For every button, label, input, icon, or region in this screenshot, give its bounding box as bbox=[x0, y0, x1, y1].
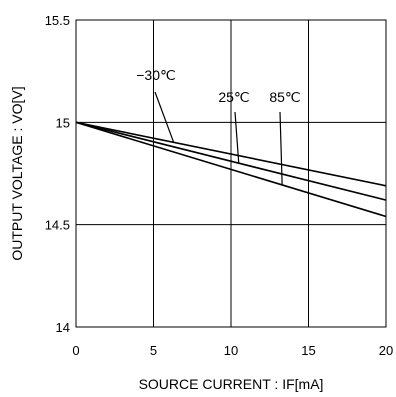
x-tick-label: 5 bbox=[150, 343, 157, 358]
series-lines bbox=[75, 121, 387, 218]
series-leader-line bbox=[154, 91, 175, 143]
series-line bbox=[75, 121, 387, 187]
label-leaders bbox=[154, 91, 283, 185]
x-tick-label: 0 bbox=[72, 343, 79, 358]
y-tick-label: 15 bbox=[56, 115, 70, 130]
series-label: 85℃ bbox=[269, 89, 300, 105]
series-leader-line bbox=[234, 111, 240, 164]
series-line bbox=[75, 121, 387, 201]
y-axis-label: OUTPUT VOLTAGE : VO[V] bbox=[9, 86, 25, 260]
series-leader-line bbox=[279, 111, 283, 185]
x-tick-label: 20 bbox=[379, 343, 393, 358]
x-axis-label: SOURCE CURRENT : IF[mA] bbox=[139, 376, 324, 392]
x-tick-label: 10 bbox=[224, 343, 238, 358]
series-line bbox=[75, 121, 387, 218]
series-labels: −30℃ 25℃ 85℃ bbox=[136, 67, 300, 105]
plot-frame bbox=[75, 19, 387, 328]
x-tick-label: 15 bbox=[301, 343, 315, 358]
grid bbox=[76, 20, 386, 327]
series-label: −30℃ bbox=[136, 67, 175, 83]
y-tick-label: 14 bbox=[56, 320, 70, 335]
series-label: 25℃ bbox=[218, 89, 249, 105]
y-tick-label: 14.5 bbox=[45, 218, 70, 233]
x-tick-labels: 0 5 10 15 20 bbox=[72, 343, 393, 358]
y-tick-label: 15.5 bbox=[45, 13, 70, 28]
y-tick-labels: 14 14.5 15 15.5 bbox=[45, 13, 70, 335]
